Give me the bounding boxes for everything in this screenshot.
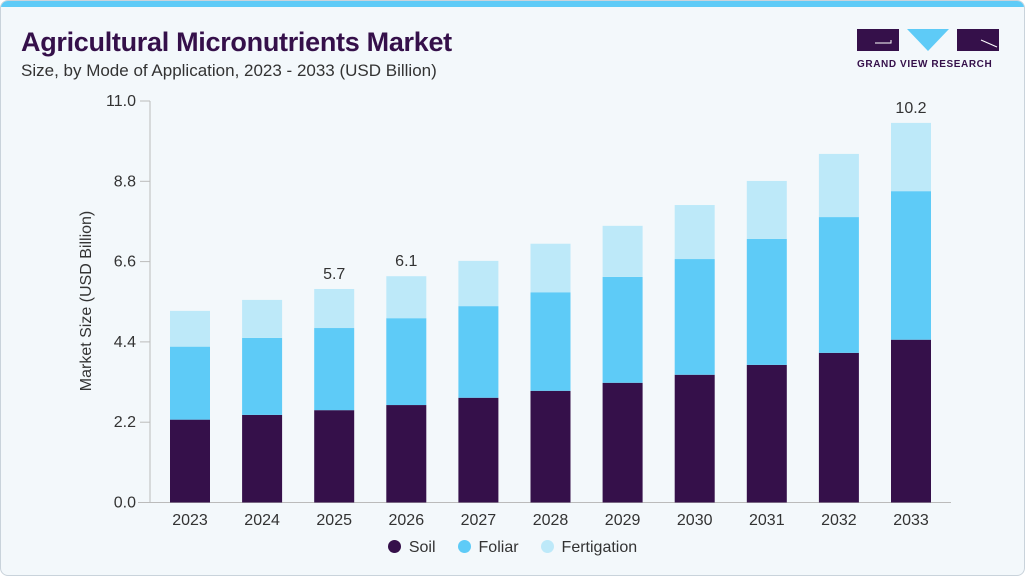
y-tick-label: 11.0 <box>106 93 136 110</box>
chart-subtitle: Size, by Mode of Application, 2023 - 203… <box>21 61 437 80</box>
bar-soil-2029 <box>602 382 643 503</box>
x-tick-label: 2027 <box>461 512 497 529</box>
logo-text: GRAND VIEW RESEARCH <box>857 59 993 70</box>
y-tick-label: 8.8 <box>114 173 136 190</box>
data-label: 10.2 <box>895 100 926 117</box>
bar-foliar-2028 <box>530 292 571 391</box>
x-tick-label: 2029 <box>605 512 641 529</box>
x-tick-label: 2030 <box>677 512 713 529</box>
top-accent-stripe <box>1 1 1024 7</box>
legend-swatch <box>457 540 471 553</box>
bar-fertigation-2026 <box>386 276 427 319</box>
grand-view-research-logo <box>857 29 999 51</box>
bar-fertigation-2030 <box>674 205 715 260</box>
chart-title: Agricultural Micronutrients Market <box>21 27 452 57</box>
legend-label: Foliar <box>478 539 519 556</box>
bar-fertigation-2028 <box>530 243 571 293</box>
x-tick-label: 2033 <box>893 512 929 529</box>
legend-item-foliar: Foliar <box>457 539 519 557</box>
x-tick-label: 2024 <box>244 512 280 529</box>
bar-fertigation-2024 <box>242 299 283 338</box>
x-tick-label: 2032 <box>821 512 857 529</box>
legend: Soil Foliar Fertigation <box>1 539 1024 557</box>
bar-fertigation-2031 <box>746 180 787 239</box>
bar-fertigation-2025 <box>314 288 355 329</box>
data-label: 6.1 <box>395 253 417 270</box>
bar-foliar-2027 <box>458 306 499 398</box>
x-tick-label: 2028 <box>533 512 569 529</box>
bar-fertigation-2023 <box>170 310 210 347</box>
bar-soil-2033 <box>891 339 931 503</box>
y-tick-label: 4.4 <box>114 334 136 351</box>
bar-fertigation-2029 <box>602 225 643 277</box>
bar-fertigation-2033 <box>891 122 931 192</box>
bar-soil-2025 <box>314 410 355 503</box>
y-axis-label: Market Size (USD Billion) <box>78 211 95 391</box>
bar-foliar-2030 <box>674 259 715 375</box>
bar-soil-2026 <box>386 405 427 503</box>
bar-foliar-2026 <box>386 318 427 406</box>
x-tick-label: 2023 <box>172 512 208 529</box>
x-tick-label: 2031 <box>749 512 785 529</box>
bar-foliar-2024 <box>242 337 283 415</box>
bar-soil-2030 <box>674 374 715 503</box>
bar-fertigation-2027 <box>458 260 499 307</box>
legend-label: Soil <box>408 539 436 556</box>
data-label: 5.7 <box>323 266 345 283</box>
bar-foliar-2025 <box>314 328 355 411</box>
bar-soil-2023 <box>170 419 210 503</box>
y-tick-label: 2.2 <box>114 414 136 431</box>
legend-item-soil: Soil <box>387 539 436 557</box>
bar-foliar-2031 <box>746 238 787 365</box>
bar-soil-2024 <box>242 414 283 503</box>
legend-item-fertigation: Fertigation <box>540 539 638 557</box>
x-tick-label: 2026 <box>389 512 425 529</box>
legend-label: Fertigation <box>561 539 638 556</box>
x-tick-label: 2025 <box>316 512 352 529</box>
y-tick-label: 6.6 <box>114 254 136 271</box>
y-tick-label: 0.0 <box>114 495 136 512</box>
bar-foliar-2033 <box>891 191 931 340</box>
bar-foliar-2023 <box>170 346 210 420</box>
bar-fertigation-2032 <box>818 153 859 218</box>
bar-foliar-2029 <box>602 276 643 383</box>
bar-foliar-2032 <box>818 217 859 353</box>
bar-soil-2028 <box>530 390 571 503</box>
bar-soil-2027 <box>458 397 499 503</box>
bar-soil-2032 <box>818 352 859 503</box>
legend-swatch <box>540 540 554 553</box>
legend-swatch <box>387 540 401 553</box>
bar-soil-2031 <box>746 364 787 503</box>
